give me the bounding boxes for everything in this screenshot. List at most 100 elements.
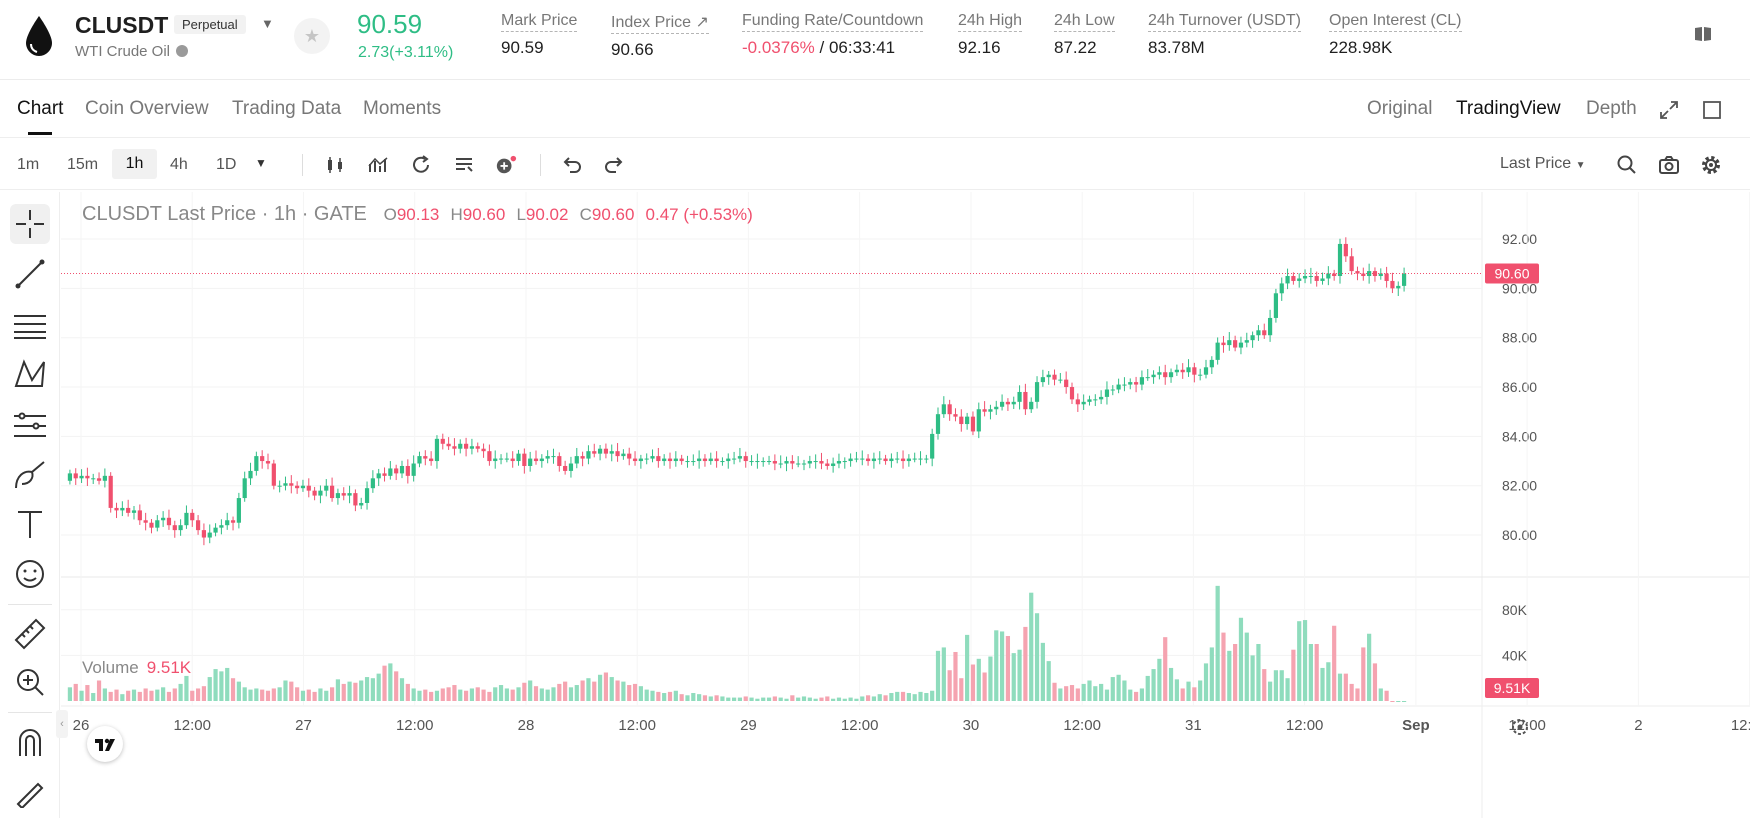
candle-body (1361, 273, 1366, 277)
candle-body (627, 453, 632, 459)
interval-4h[interactable]: 4h (170, 156, 188, 173)
fib-tool[interactable] (10, 304, 50, 344)
zoom-tool[interactable] (10, 662, 50, 702)
candle-body (166, 517, 172, 526)
x-tick-label: 12:00 (618, 717, 656, 734)
candle-body (912, 458, 917, 460)
axis-settings-icon[interactable] (1512, 719, 1528, 735)
candle-body (376, 473, 381, 479)
pattern-tool[interactable] (10, 354, 50, 394)
candle-body (743, 456, 748, 462)
stat-label[interactable]: 24h Turnover (USDT) (1148, 12, 1301, 32)
price-type-select[interactable]: Last Price ▼ (1500, 155, 1586, 173)
stat-label[interactable]: Mark Price (501, 12, 578, 32)
undo-icon[interactable] (561, 154, 583, 176)
stat-label: 24h High (958, 12, 1023, 32)
volume-bar (452, 685, 457, 701)
volume-bar (702, 695, 708, 701)
replay-icon[interactable] (410, 154, 432, 176)
volume-bar (592, 681, 597, 701)
candle-body (458, 443, 463, 449)
interval-dropdown-icon[interactable]: ▼ (255, 156, 267, 170)
volume-bar (761, 697, 766, 701)
guide-book-icon[interactable] (1694, 26, 1712, 42)
stat-label[interactable]: Index Price ↗ (611, 12, 709, 34)
candle-body (137, 510, 142, 521)
interval-1m[interactable]: 1m (17, 156, 40, 173)
volume-bar (912, 694, 917, 701)
contract-type-badge: Perpetual (174, 15, 246, 34)
crosshair-tool[interactable] (10, 204, 50, 244)
tab-chart[interactable]: Chart (17, 98, 64, 119)
candle-body (423, 456, 428, 459)
settings-gear-icon[interactable] (1700, 154, 1722, 176)
brush-tool[interactable] (10, 454, 50, 494)
window-icon[interactable] (1703, 101, 1721, 119)
stat-label[interactable]: Funding Rate/Countdown (742, 12, 924, 32)
candle-body (440, 438, 445, 444)
interval-1d[interactable]: 1D (216, 156, 237, 173)
y-tick-label: 92.00 (1502, 231, 1537, 247)
tab-trading-data[interactable]: Trading Data (232, 98, 342, 119)
volume-bar (504, 688, 509, 701)
ruler-tool[interactable] (10, 612, 50, 652)
redo-icon[interactable] (603, 154, 625, 176)
add-alert-icon[interactable] (495, 154, 517, 176)
volume-bar (1034, 613, 1040, 701)
candle-body (906, 458, 911, 462)
interval-1h[interactable]: 1h (112, 149, 157, 179)
candle-body (1332, 273, 1337, 277)
candle-body (1139, 377, 1145, 385)
tab-depth[interactable]: Depth (1586, 98, 1637, 119)
indicators-icon[interactable] (367, 154, 389, 176)
candle-body (1005, 401, 1011, 405)
x-tick-label: 31 (1185, 717, 1202, 734)
trend-line-tool[interactable] (10, 254, 50, 294)
candle-body (609, 451, 614, 454)
candle-body (1040, 377, 1045, 383)
candle-type-icon[interactable] (324, 154, 346, 176)
fullscreen-icon[interactable] (1659, 100, 1679, 120)
volume-bar (1198, 680, 1203, 701)
favorite-star-icon[interactable]: ★ (294, 18, 330, 54)
volume-bar (1099, 683, 1104, 701)
volume-bar (399, 678, 405, 701)
templates-icon[interactable] (453, 154, 475, 176)
volume-bar (970, 664, 976, 701)
volume-bar (580, 680, 585, 701)
magnet-tool[interactable] (10, 722, 50, 762)
search-icon[interactable] (1616, 154, 1638, 176)
price-chart[interactable]: 92.00 90.00 88.00 86.00 84.00 82.00 80.00 80K 40… (61, 192, 1750, 818)
symbol-name[interactable]: CLUSDT (75, 12, 169, 38)
volume-bar (458, 689, 463, 701)
volume-bar (190, 690, 195, 701)
volume-bar (1081, 683, 1086, 701)
stat-label[interactable]: Open Interest (CL) (1329, 12, 1462, 32)
interval-15m[interactable]: 15m (67, 156, 99, 173)
symbol-dropdown-icon[interactable]: ▼ (261, 16, 274, 31)
lock-drawings-tool[interactable] (10, 772, 50, 808)
candle-body (102, 475, 107, 481)
tab-coin-overview[interactable]: Coin Overview (85, 98, 209, 119)
tab-original[interactable]: Original (1367, 98, 1433, 119)
trend-line-icon (15, 259, 45, 289)
tab-tradingview[interactable]: TradingView (1456, 98, 1561, 119)
legend-low: 90.02 (525, 205, 569, 224)
collapse-toolbar-button[interactable]: ‹ (56, 710, 68, 738)
prediction-tool[interactable] (10, 404, 50, 444)
tab-moments[interactable]: Moments (363, 98, 442, 119)
volume-bar (1122, 680, 1127, 701)
text-tool[interactable] (10, 504, 50, 544)
volume-bar (318, 688, 323, 701)
volume-bar (941, 647, 946, 701)
candle-body (1192, 367, 1197, 375)
toolbar-divider (8, 604, 52, 605)
y-tick-label: 84.00 (1502, 428, 1537, 444)
emoji-tool[interactable] (10, 554, 50, 594)
brush-icon (15, 461, 45, 489)
info-icon[interactable] (176, 45, 189, 57)
volume-bar (236, 681, 241, 701)
camera-icon[interactable] (1658, 154, 1680, 176)
tradingview-logo[interactable] (87, 726, 123, 762)
candle-body (615, 451, 620, 457)
